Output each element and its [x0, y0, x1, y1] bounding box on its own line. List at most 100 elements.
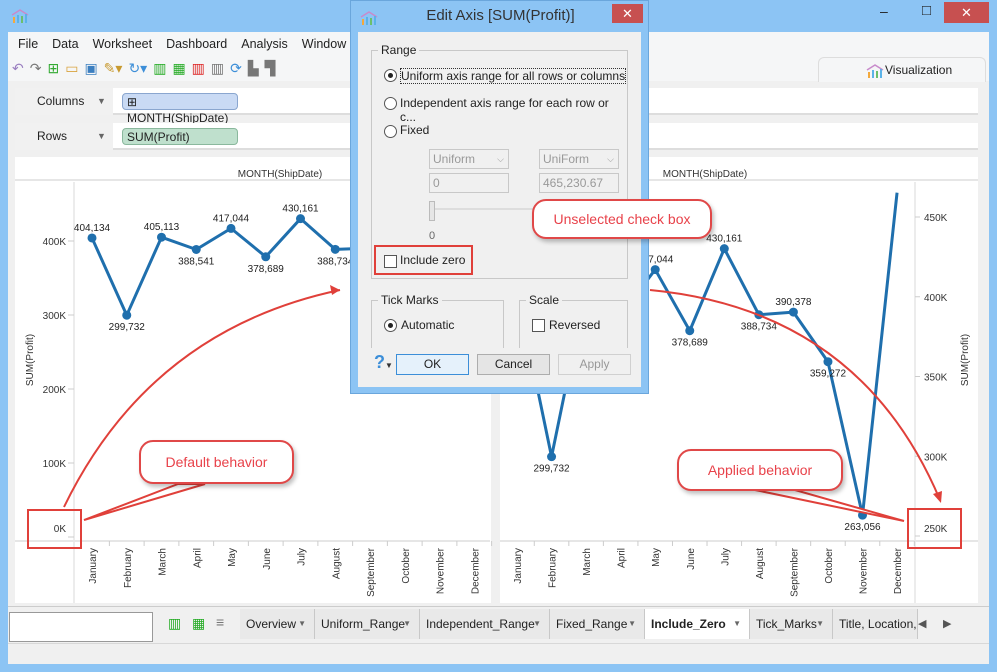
tab-menu-arrow-icon[interactable]: ▼: [298, 619, 306, 628]
tab-menu-arrow-icon[interactable]: ▼: [628, 619, 636, 628]
open-icon[interactable]: ▭: [65, 60, 79, 76]
250k-axis-highlight: [907, 508, 962, 549]
uniform-range-radio[interactable]: [384, 69, 397, 82]
menu-dashboard[interactable]: Dashboard: [166, 37, 228, 51]
menu-file[interactable]: File: [18, 37, 39, 51]
sheet-tab[interactable]: Fixed_Range ▼: [550, 609, 645, 639]
data-label: 263,056: [844, 522, 881, 533]
swap-icon[interactable]: ▥: [210, 60, 225, 76]
data-point: [87, 233, 97, 243]
tick-automatic-radio[interactable]: [384, 319, 397, 332]
menu-analysis[interactable]: Analysis: [241, 37, 288, 51]
redo-icon[interactable]: ↷: [29, 60, 42, 76]
tab-menu-arrow-icon[interactable]: ▼: [816, 619, 824, 628]
include-zero-label[interactable]: Include zero: [400, 253, 466, 267]
visualization-tab-label: Visualization: [885, 63, 953, 77]
rows-dropdown-icon[interactable]: ▼: [97, 131, 106, 141]
new-sheet-icon[interactable]: ⊞: [47, 60, 60, 76]
x-tick-label: February: [548, 548, 559, 588]
minimize-button[interactable]: –: [880, 3, 888, 19]
data-point: [547, 452, 557, 462]
tableau-app-icon: [11, 9, 29, 23]
save-icon[interactable]: ▣: [84, 60, 98, 76]
sheet-tab[interactable]: Title, Location, a: [833, 609, 918, 661]
data-point: [719, 244, 729, 254]
menu-worksheet[interactable]: Worksheet: [92, 37, 153, 51]
data-label: 404,134: [74, 223, 111, 234]
data-label: 417,044: [213, 213, 250, 224]
cancel-button[interactable]: Cancel: [477, 354, 550, 375]
sort-desc-icon[interactable]: ▜: [264, 60, 276, 76]
sort-icon[interactable]: ▙: [247, 60, 259, 76]
apply-button: Apply: [558, 354, 631, 375]
data-point: [191, 244, 201, 254]
rows-pill[interactable]: SUM(Profit): [122, 128, 238, 145]
ok-button[interactable]: OK: [396, 354, 469, 375]
visualization-icon: [866, 64, 884, 78]
new-worksheet-tab-icon[interactable]: ▥: [168, 615, 182, 631]
x-tick-label: August: [755, 548, 766, 579]
columns-pill[interactable]: ⊞ MONTH(ShipDate): [122, 93, 238, 125]
close-button[interactable]: ✕: [944, 2, 989, 23]
x-tick-label: February: [123, 548, 134, 588]
zero-axis-highlight: [27, 509, 82, 549]
data-point: [823, 357, 833, 367]
menu-window[interactable]: Window: [301, 37, 347, 51]
menu-data[interactable]: Data: [52, 37, 79, 51]
x-tick-label: November: [859, 547, 870, 594]
fixed-range-label[interactable]: Fixed: [400, 123, 430, 137]
independent-range-radio[interactable]: [384, 97, 397, 110]
data-point: [330, 244, 340, 254]
applied-behavior-callout: Applied behavior: [677, 449, 843, 491]
x-tick-label: December: [470, 547, 481, 594]
data-label: 430,161: [706, 234, 743, 245]
data-source-icon[interactable]: ✎▾: [103, 60, 123, 76]
data-label: 388,734: [317, 256, 354, 267]
sheet-tab[interactable]: Overview ▼: [240, 609, 315, 639]
maximize-button[interactable]: □: [922, 2, 932, 19]
tab-menu-arrow-icon[interactable]: ▼: [533, 619, 541, 628]
sheet-tab-label: Overview: [246, 617, 297, 631]
tick-marks-group-title: Tick Marks: [378, 293, 442, 307]
dialog-close-button[interactable]: ✕: [612, 4, 643, 23]
y-tick-label: 300K: [43, 311, 67, 322]
tab-menu-arrow-icon[interactable]: ▼: [733, 619, 741, 628]
tick-automatic-label[interactable]: Automatic: [401, 318, 455, 332]
undo-icon[interactable]: ↶: [12, 60, 24, 76]
new-dashboard-tab-icon[interactable]: ▦: [192, 615, 206, 631]
uniform-range-label[interactable]: Uniform axis range for all rows or colum…: [400, 68, 627, 84]
sheet-tab[interactable]: Tick_Marks ▼: [750, 609, 833, 639]
help-button[interactable]: ?▼: [374, 352, 393, 372]
scroll-tabs-right-icon[interactable]: ▶: [943, 618, 952, 630]
scroll-tabs-left-icon[interactable]: ◀: [918, 618, 927, 630]
reversed-checkbox[interactable]: [532, 319, 545, 332]
data-point: [296, 214, 305, 224]
new-dashboard-icon[interactable]: ▦: [172, 60, 186, 76]
fixed-range-radio[interactable]: [384, 125, 397, 138]
tab-menu-arrow-icon[interactable]: ▼: [403, 619, 411, 628]
sheet-tab[interactable]: Include_Zero ▼: [645, 609, 750, 639]
x-tick-label: March: [158, 548, 169, 576]
independent-range-label[interactable]: Independent axis range for each row or c…: [400, 96, 609, 124]
data-point: [650, 265, 660, 275]
include-zero-checkbox[interactable]: [384, 255, 397, 268]
reversed-label[interactable]: Reversed: [549, 318, 601, 332]
sheet-tab[interactable]: Independent_Range ▼: [420, 609, 550, 639]
sheet-search-box[interactable]: [9, 612, 153, 642]
visualization-tab[interactable]: Visualization: [818, 57, 986, 82]
group-icon[interactable]: ⟳: [230, 60, 242, 76]
edit-axis-dialog: Edit Axis [SUM(Profit)] ✕ Range Uniform …: [350, 0, 649, 394]
data-label: 405,113: [144, 222, 180, 233]
show-sheet-sorter-icon[interactable]: ≡: [216, 614, 225, 630]
y-tick-label: 200K: [43, 385, 67, 396]
columns-dropdown-icon[interactable]: ▼: [97, 96, 106, 106]
new-worksheet-icon[interactable]: ▥: [153, 60, 167, 76]
x-tick-label: May: [651, 548, 662, 567]
sheet-tab[interactable]: Uniform_Range ▼: [315, 609, 420, 639]
x-tick-label: May: [227, 548, 238, 567]
x-tick-label: July: [720, 548, 731, 566]
y-tick-label: 250K: [924, 524, 948, 535]
clear-sheet-icon[interactable]: ▥: [191, 60, 205, 76]
columns-pill-label: MONTH(ShipDate): [127, 111, 229, 125]
refresh-icon[interactable]: ↻▾: [128, 60, 148, 76]
